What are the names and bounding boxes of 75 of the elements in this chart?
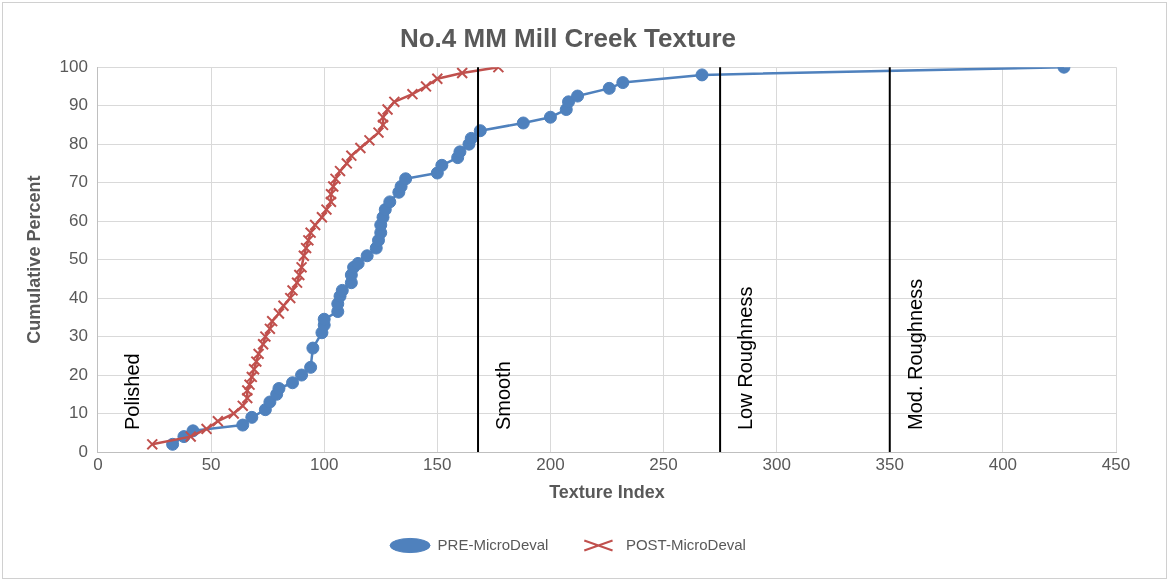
point [273, 307, 285, 320]
point [309, 219, 322, 231]
point [236, 418, 250, 432]
point [381, 103, 394, 116]
point [363, 134, 376, 147]
legend-label: POST-MicroDeval [625, 535, 746, 553]
point [543, 110, 557, 124]
x-tick-label: 0 [93, 454, 103, 474]
point [420, 80, 432, 93]
y-tick-label: 20 [69, 364, 88, 384]
x-tick-label: 100 [310, 454, 339, 474]
ref-line-label: Low Roughness [734, 286, 757, 430]
y-tick-label: 80 [69, 133, 88, 153]
point [354, 142, 367, 154]
point [277, 299, 290, 312]
point [388, 95, 401, 108]
point [383, 195, 397, 209]
point [320, 203, 333, 216]
x-tick-label: 200 [536, 454, 565, 474]
point [616, 76, 630, 90]
x-axis-title: Texture Index [549, 482, 665, 503]
point [435, 158, 449, 172]
y-tick-label: 100 [59, 56, 88, 76]
point [335, 283, 349, 297]
y-tick-label: 90 [69, 95, 88, 115]
point [315, 211, 328, 224]
x-tick-label: 300 [762, 454, 791, 474]
point [227, 407, 240, 420]
point [695, 68, 709, 82]
chart-title: No.4 MM Mill Creek Texture [399, 22, 737, 53]
point [236, 399, 249, 412]
x-tick-label: 400 [988, 454, 1018, 474]
point [516, 116, 530, 130]
point [286, 376, 300, 390]
point [263, 395, 277, 409]
y-axis-title: Cumulative Percent [23, 175, 44, 344]
point [340, 157, 353, 170]
y-tick-label: 40 [69, 287, 88, 307]
x-tick-label: 350 [875, 454, 904, 474]
point [304, 360, 318, 374]
point [295, 368, 309, 382]
point [245, 410, 259, 424]
point [306, 341, 320, 355]
point [334, 165, 346, 178]
y-tick-label: 50 [69, 249, 88, 269]
point [456, 67, 469, 79]
annotation: Polished [121, 353, 144, 430]
point [360, 249, 374, 263]
point [211, 415, 224, 428]
point [602, 81, 616, 95]
x-tick-label: 50 [201, 454, 221, 474]
ref-line-label: Mod. Roughness [903, 278, 926, 430]
point [345, 149, 358, 162]
x-tick-label: 150 [423, 454, 452, 474]
point [351, 256, 365, 270]
y-tick-label: 30 [69, 326, 88, 346]
y-tick-label: 60 [69, 210, 88, 230]
x-tick-label: 450 [1101, 454, 1131, 474]
point [372, 126, 385, 139]
point [431, 72, 444, 85]
legend-label: PRE-MicroDeval [437, 535, 549, 553]
point [184, 430, 197, 443]
x-tick-label: 250 [649, 454, 678, 474]
point [146, 438, 159, 451]
point [571, 89, 585, 103]
point [200, 422, 213, 435]
point [406, 88, 419, 101]
point [562, 95, 576, 109]
ref-line-label: Smooth [492, 361, 515, 430]
y-tick-label: 0 [78, 441, 88, 461]
point [453, 145, 467, 159]
y-tick-label: 10 [69, 403, 88, 423]
point [399, 172, 413, 186]
y-tick-label: 70 [69, 172, 88, 192]
point [464, 131, 478, 145]
